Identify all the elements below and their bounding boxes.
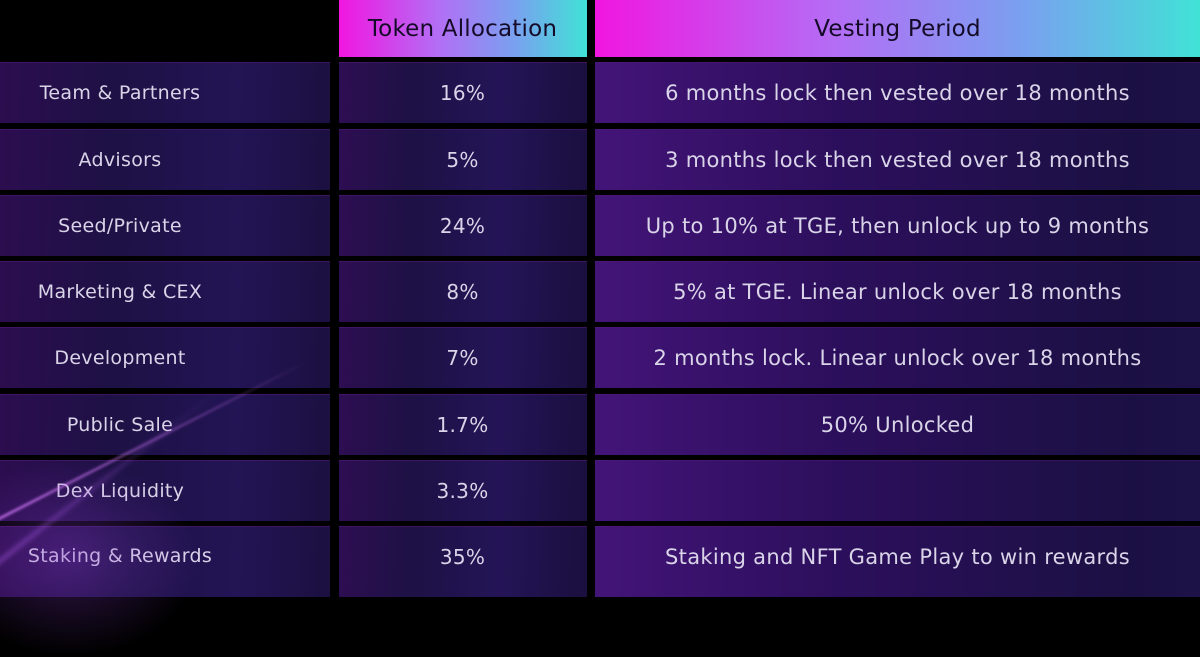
category-cell-public-sale: Public Sale [0, 393, 330, 455]
vesting-cell-development: 2 months lock. Linear unlock over 18 mon… [595, 327, 1200, 389]
vesting-cell-advisors: 3 months lock then vested over 18 months [595, 128, 1200, 190]
header-vesting-period: Vesting Period [595, 0, 1200, 57]
category-cell-staking-rewards: Staking & Rewards [0, 526, 330, 597]
allocation-cell-staking-rewards: 35% [338, 526, 587, 597]
category-cell-dex-liquidity: Dex Liquidity [0, 460, 330, 522]
allocation-cell-dex-liquidity: 3.3% [338, 460, 587, 522]
category-cell-development: Development [0, 327, 330, 389]
vesting-cell-dex-liquidity [595, 460, 1200, 522]
vesting-cell-staking-rewards: Staking and NFT Game Play to win rewards [595, 526, 1200, 597]
allocation-cell-marketing-cex: 8% [338, 261, 587, 323]
vesting-cell-public-sale: 50% Unlocked [595, 393, 1200, 455]
category-cell-marketing-cex: Marketing & CEX [0, 261, 330, 323]
vesting-cell-team-partners: 6 months lock then vested over 18 months [595, 62, 1200, 124]
allocation-cell-development: 7% [338, 327, 587, 389]
allocation-cell-public-sale: 1.7% [338, 393, 587, 455]
header-spacer-cell [0, 0, 330, 57]
category-cell-advisors: Advisors [0, 128, 330, 190]
allocation-cell-team-partners: 16% [338, 62, 587, 124]
vesting-cell-seed-private: Up to 10% at TGE, then unlock up to 9 mo… [595, 194, 1200, 256]
vesting-cell-marketing-cex: 5% at TGE. Linear unlock over 18 months [595, 261, 1200, 323]
category-cell-team-partners: Team & Partners [0, 62, 330, 124]
allocation-cell-advisors: 5% [338, 128, 587, 190]
tokenomics-table: Token Allocation Vesting Period Team & P… [0, 0, 1200, 597]
allocation-cell-seed-private: 24% [338, 194, 587, 256]
header-token-allocation: Token Allocation [338, 0, 587, 57]
category-cell-seed-private: Seed/Private [0, 194, 330, 256]
